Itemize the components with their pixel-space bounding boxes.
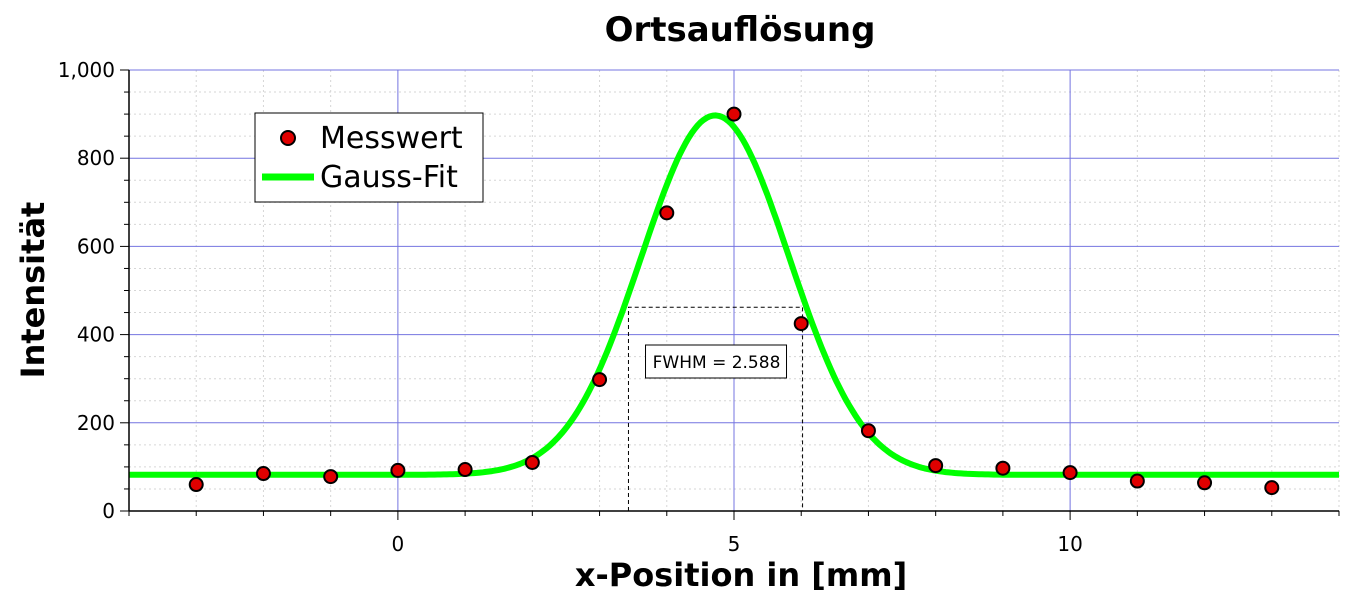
messwert-point xyxy=(995,460,1011,476)
fwhm-label-box xyxy=(645,344,788,379)
messwert-point xyxy=(390,462,406,478)
y-tick-label: 200 xyxy=(77,411,115,435)
fwhm-annotation: FWHM = 2.588 xyxy=(627,306,804,511)
messwert-point xyxy=(928,458,944,474)
y-tick-label: 0 xyxy=(102,499,115,523)
messwert-point xyxy=(592,372,608,388)
messwert-point xyxy=(255,466,271,482)
messwert-point xyxy=(1062,465,1078,481)
messwert-point xyxy=(1129,473,1145,489)
x-tick-label: 10 xyxy=(1057,532,1082,556)
messwert-point xyxy=(793,316,809,332)
messwert-point xyxy=(1264,480,1280,496)
x-tick-label: 0 xyxy=(392,532,405,556)
x-axis-title: x-Position in [mm] xyxy=(575,556,907,594)
y-axis-title: Intensität xyxy=(14,202,52,379)
y-tick-label: 800 xyxy=(77,146,115,170)
messwert-point xyxy=(1197,475,1213,491)
legend-label-messwert: Messwert xyxy=(320,121,463,156)
chart-title: Ortsauflösung xyxy=(605,10,876,50)
messwert-point xyxy=(323,469,339,485)
x-tick-label: 5 xyxy=(728,532,741,556)
messwert-point xyxy=(188,477,204,493)
fwhm-label: FWHM = 2.588 xyxy=(653,353,781,373)
legend-marker-messwert xyxy=(280,130,296,146)
messwert-point xyxy=(457,462,473,478)
legend-label-gauss-fit: Gauss-Fit xyxy=(320,160,458,195)
messwert-point xyxy=(524,454,540,470)
messwert-point xyxy=(860,423,876,439)
legend-box xyxy=(254,112,484,203)
plot-area xyxy=(129,106,1339,496)
legend: Messwert Gauss-Fit xyxy=(254,112,484,203)
y-tick-label: 400 xyxy=(77,323,115,347)
axes: 0 5 10 0 200 400 600 800 1,000 xyxy=(58,58,1340,556)
y-tick-label: 1,000 xyxy=(58,58,115,82)
fwhm-bracket xyxy=(627,306,804,511)
messwert-point xyxy=(659,205,675,221)
y-tick-label: 600 xyxy=(77,234,115,258)
messwert-point xyxy=(726,106,742,122)
